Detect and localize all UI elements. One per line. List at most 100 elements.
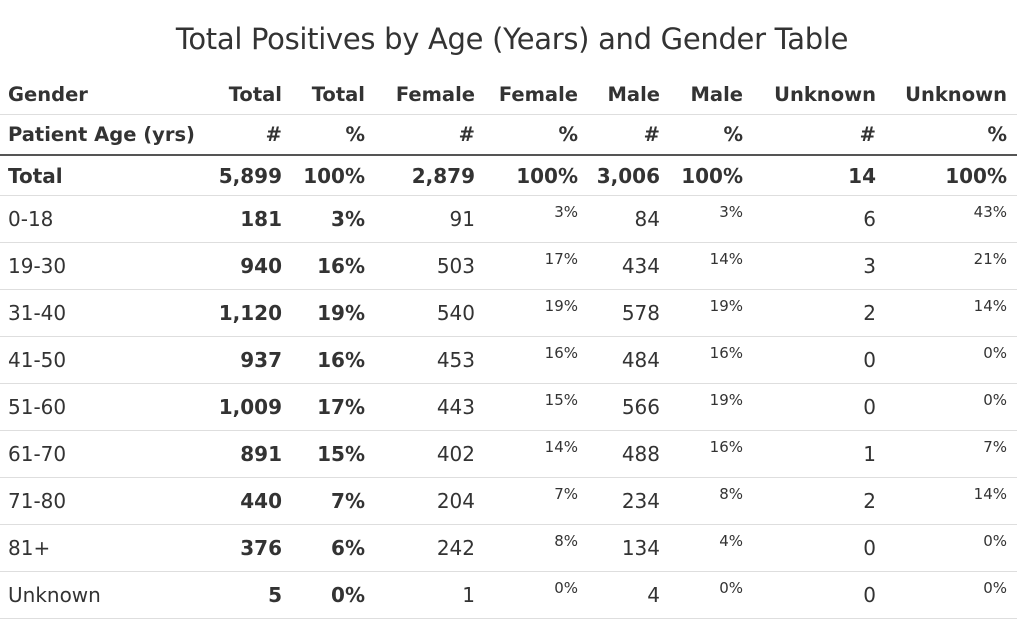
table-row: 71-80 440 7% 204 7% 234 8% 2 14% xyxy=(0,477,1017,525)
total-percent: 3% xyxy=(292,195,375,243)
unknown-count: 0 xyxy=(753,383,886,431)
male-percent: 19% xyxy=(670,383,753,431)
total-count: 940 xyxy=(200,242,292,290)
female-count: 91 xyxy=(375,195,485,243)
header-cell: Total xyxy=(200,75,292,115)
header-cell: # xyxy=(375,114,485,156)
table-row: 51-60 1,009 17% 443 15% 566 19% 0 0% xyxy=(0,383,1017,431)
header-cell: Female xyxy=(375,75,485,115)
total-percent: 15% xyxy=(292,430,375,478)
total-count: 5 xyxy=(200,571,292,619)
total-percent: 100% xyxy=(292,155,375,196)
total-count: 181 xyxy=(200,195,292,243)
unknown-count: 3 xyxy=(753,242,886,290)
male-count: 234 xyxy=(588,477,670,525)
header-row-age: Patient Age (yrs) # % # % # % # % xyxy=(0,114,1017,156)
male-percent: 16% xyxy=(670,430,753,478)
unknown-percent: 0% xyxy=(886,571,1017,619)
header-cell: Male xyxy=(588,75,670,115)
unknown-count: 0 xyxy=(753,336,886,384)
table-title: Total Positives by Age (Years) and Gende… xyxy=(175,22,849,56)
male-count: 84 xyxy=(588,195,670,243)
table-row: 41-50 937 16% 453 16% 484 16% 0 0% xyxy=(0,336,1017,384)
header-cell: # xyxy=(588,114,670,156)
row-label: 71-80 xyxy=(0,477,200,525)
header-cell: Female xyxy=(485,75,588,115)
female-percent: 7% xyxy=(485,477,588,525)
unknown-percent: 7% xyxy=(886,430,1017,478)
female-percent: 8% xyxy=(485,524,588,572)
male-count: 4 xyxy=(588,571,670,619)
row-label: 19-30 xyxy=(0,242,200,290)
header-cell: Unknown xyxy=(753,75,886,115)
total-count: 937 xyxy=(200,336,292,384)
total-percent: 17% xyxy=(292,383,375,431)
total-count: 1,009 xyxy=(200,383,292,431)
table-row: 19-30 940 16% 503 17% 434 14% 3 21% xyxy=(0,242,1017,290)
row-label: 31-40 xyxy=(0,289,200,337)
row-label: 0-18 xyxy=(0,195,200,243)
male-percent: 8% xyxy=(670,477,753,525)
header-cell: % xyxy=(485,114,588,156)
header-row-gender: Gender Total Total Female Female Male Ma… xyxy=(0,75,1017,115)
table-row: 81+ 376 6% 242 8% 134 4% 0 0% xyxy=(0,524,1017,572)
total-count: 891 xyxy=(200,430,292,478)
unknown-count: 0 xyxy=(753,571,886,619)
header-cell: Total xyxy=(292,75,375,115)
row-label: Total xyxy=(0,155,200,196)
female-percent: 19% xyxy=(485,289,588,337)
unknown-percent: 100% xyxy=(886,155,1017,196)
table-row: 0-18 181 3% 91 3% 84 3% 6 43% xyxy=(0,195,1017,243)
unknown-count: 2 xyxy=(753,477,886,525)
table-row: Total 5,899 100% 2,879 100% 3,006 100% 14 100% xyxy=(0,155,1017,196)
unknown-percent: 0% xyxy=(886,524,1017,572)
female-percent: 3% xyxy=(485,195,588,243)
female-count: 503 xyxy=(375,242,485,290)
male-percent: 16% xyxy=(670,336,753,384)
unknown-count: 14 xyxy=(753,155,886,196)
header-cell: % xyxy=(670,114,753,156)
male-percent: 19% xyxy=(670,289,753,337)
total-percent: 0% xyxy=(292,571,375,619)
female-count: 1 xyxy=(375,571,485,619)
female-percent: 15% xyxy=(485,383,588,431)
table-row: Unknown 5 0% 1 0% 4 0% 0 0% xyxy=(0,571,1017,619)
total-count: 1,120 xyxy=(200,289,292,337)
header-cell: Patient Age (yrs) xyxy=(0,114,200,156)
male-percent: 100% xyxy=(670,155,753,196)
total-percent: 7% xyxy=(292,477,375,525)
unknown-percent: 21% xyxy=(886,242,1017,290)
header-cell: Male xyxy=(670,75,753,115)
table-row: 61-70 891 15% 402 14% 488 16% 1 7% xyxy=(0,430,1017,478)
total-percent: 16% xyxy=(292,336,375,384)
female-count: 242 xyxy=(375,524,485,572)
female-count: 453 xyxy=(375,336,485,384)
header-cell: Gender xyxy=(0,75,200,115)
female-count: 540 xyxy=(375,289,485,337)
male-count: 134 xyxy=(588,524,670,572)
header-cell: # xyxy=(200,114,292,156)
total-count: 376 xyxy=(200,524,292,572)
unknown-count: 6 xyxy=(753,195,886,243)
header-cell: % xyxy=(886,114,1017,156)
total-percent: 16% xyxy=(292,242,375,290)
female-count: 204 xyxy=(375,477,485,525)
total-count: 5,899 xyxy=(200,155,292,196)
row-label: Unknown xyxy=(0,571,200,619)
row-label: 61-70 xyxy=(0,430,200,478)
table-row: 31-40 1,120 19% 540 19% 578 19% 2 14% xyxy=(0,289,1017,337)
total-percent: 19% xyxy=(292,289,375,337)
female-count: 2,879 xyxy=(375,155,485,196)
unknown-percent: 14% xyxy=(886,289,1017,337)
female-percent: 16% xyxy=(485,336,588,384)
header-cell: # xyxy=(753,114,886,156)
positives-table: Gender Total Total Female Female Male Ma… xyxy=(0,75,1017,619)
table-page: Total Positives by Age (Years) and Gende… xyxy=(0,22,1017,619)
total-percent: 6% xyxy=(292,524,375,572)
unknown-percent: 14% xyxy=(886,477,1017,525)
unknown-count: 2 xyxy=(753,289,886,337)
unknown-percent: 0% xyxy=(886,336,1017,384)
male-count: 566 xyxy=(588,383,670,431)
female-percent: 100% xyxy=(485,155,588,196)
female-percent: 14% xyxy=(485,430,588,478)
